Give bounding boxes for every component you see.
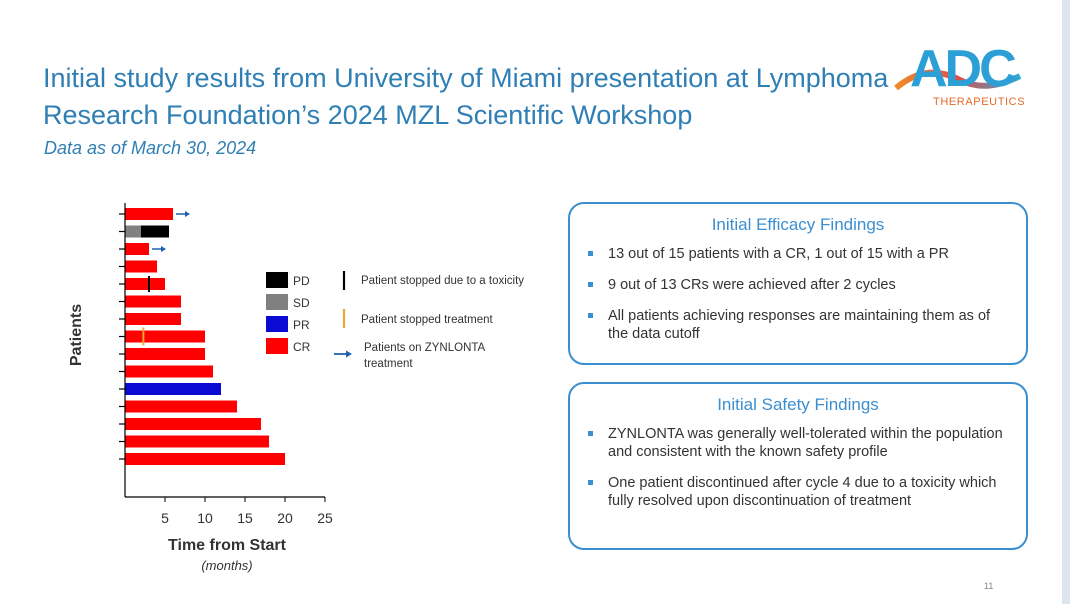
legend-swatch <box>266 272 288 288</box>
x-tick-label: 25 <box>317 510 333 526</box>
bullet-icon <box>588 282 593 287</box>
efficacy-item-text: 9 out of 13 CRs were achieved after 2 cy… <box>608 277 896 293</box>
sd-segment <box>125 225 141 238</box>
bullet-icon <box>588 480 593 485</box>
legend-swatch <box>266 294 288 310</box>
x-axis-label: Time from Start <box>168 537 287 554</box>
efficacy-item: All patients achieving responses are mai… <box>584 307 1013 343</box>
safety-item-text: One patient discontinued after cycle 4 d… <box>608 475 997 509</box>
x-axis-sublabel: (months) <box>201 558 252 573</box>
efficacy-item-text: 13 out of 15 patients with a CR, 1 out o… <box>608 246 949 262</box>
efficacy-item-text: All patients achieving responses are mai… <box>608 308 991 342</box>
legend-label: PD <box>293 274 310 288</box>
efficacy-title: Initial Efficacy Findings <box>711 215 885 234</box>
patient-bar <box>125 330 205 343</box>
patient-bar <box>125 243 149 255</box>
safety-item: ZYNLONTA was generally well-tolerated wi… <box>584 425 1013 461</box>
safety-item: One patient discontinued after cycle 4 d… <box>584 474 1013 510</box>
x-tick-label: 10 <box>197 510 213 526</box>
safety-title: Initial Safety Findings <box>717 395 879 414</box>
patient-bar <box>125 453 285 465</box>
bullet-icon <box>588 431 593 436</box>
x-axis-ticks: 5 10 15 20 25 <box>161 497 333 526</box>
ongoing-arrow-head <box>161 246 166 252</box>
adc-logo: ADC <box>894 40 1022 98</box>
legend-label: SD <box>293 296 310 310</box>
legend-label: CR <box>293 340 311 354</box>
patient-bar <box>125 400 237 413</box>
page-title: Initial study results from University of… <box>43 63 889 130</box>
legend-arrow-head <box>346 350 352 358</box>
patient-bar <box>125 313 181 325</box>
efficacy-panel: Initial Efficacy Findings 13 out of 15 p… <box>568 202 1028 365</box>
efficacy-item: 9 out of 13 CRs were achieved after 2 cy… <box>584 276 1013 294</box>
legend-ongoing-label: Patients on ZYNLONTA treatment <box>364 342 486 370</box>
patient-bar <box>125 435 269 448</box>
logo-subtext: THERAPEUTICS <box>933 96 1026 108</box>
x-tick-label: 15 <box>237 510 253 526</box>
right-edge-strip <box>1062 0 1070 604</box>
safety-panel: Initial Safety Findings ZYNLONTA was gen… <box>568 382 1028 550</box>
ongoing-arrow-head <box>185 211 190 217</box>
page-subtitle: Data as of March 30, 2024 <box>44 138 257 158</box>
y-axis-label: Patients <box>68 304 85 366</box>
bullet-icon <box>588 251 593 256</box>
legend-label: PR <box>293 318 310 332</box>
adc-logo-mark: ADC <box>910 40 1016 98</box>
legend-toxicity-label: Patient stopped due to a toxicity <box>361 275 524 287</box>
patient-bar <box>125 278 165 290</box>
patient-bar <box>125 208 173 220</box>
patient-swimmer-chart: 5 10 15 20 25 Time from Start (months) Patie… <box>68 203 524 573</box>
chart-legend: PD SD PR CR Patient stopped due to a toxicit… <box>266 271 524 370</box>
legend-swatch <box>266 316 288 332</box>
patient-bar <box>125 348 205 360</box>
x-tick-label: 20 <box>277 510 293 526</box>
legend-swatch <box>266 338 288 354</box>
patient-bar <box>125 365 213 378</box>
bars-group <box>125 208 285 465</box>
patient-bar <box>125 418 261 430</box>
y-axis-ticks <box>119 213 125 460</box>
patient-bar <box>125 383 221 395</box>
bullet-icon <box>588 313 593 318</box>
legend-stopped-label: Patient stopped treatment <box>361 314 493 326</box>
safety-item-text: ZYNLONTA was generally well-tolerated wi… <box>608 426 1003 460</box>
x-tick-label: 5 <box>161 510 169 526</box>
page-number: 11 <box>984 581 994 591</box>
efficacy-item: 13 out of 15 patients with a CR, 1 out o… <box>584 245 1013 263</box>
patient-bar <box>125 295 181 308</box>
patient-bar <box>125 260 157 273</box>
